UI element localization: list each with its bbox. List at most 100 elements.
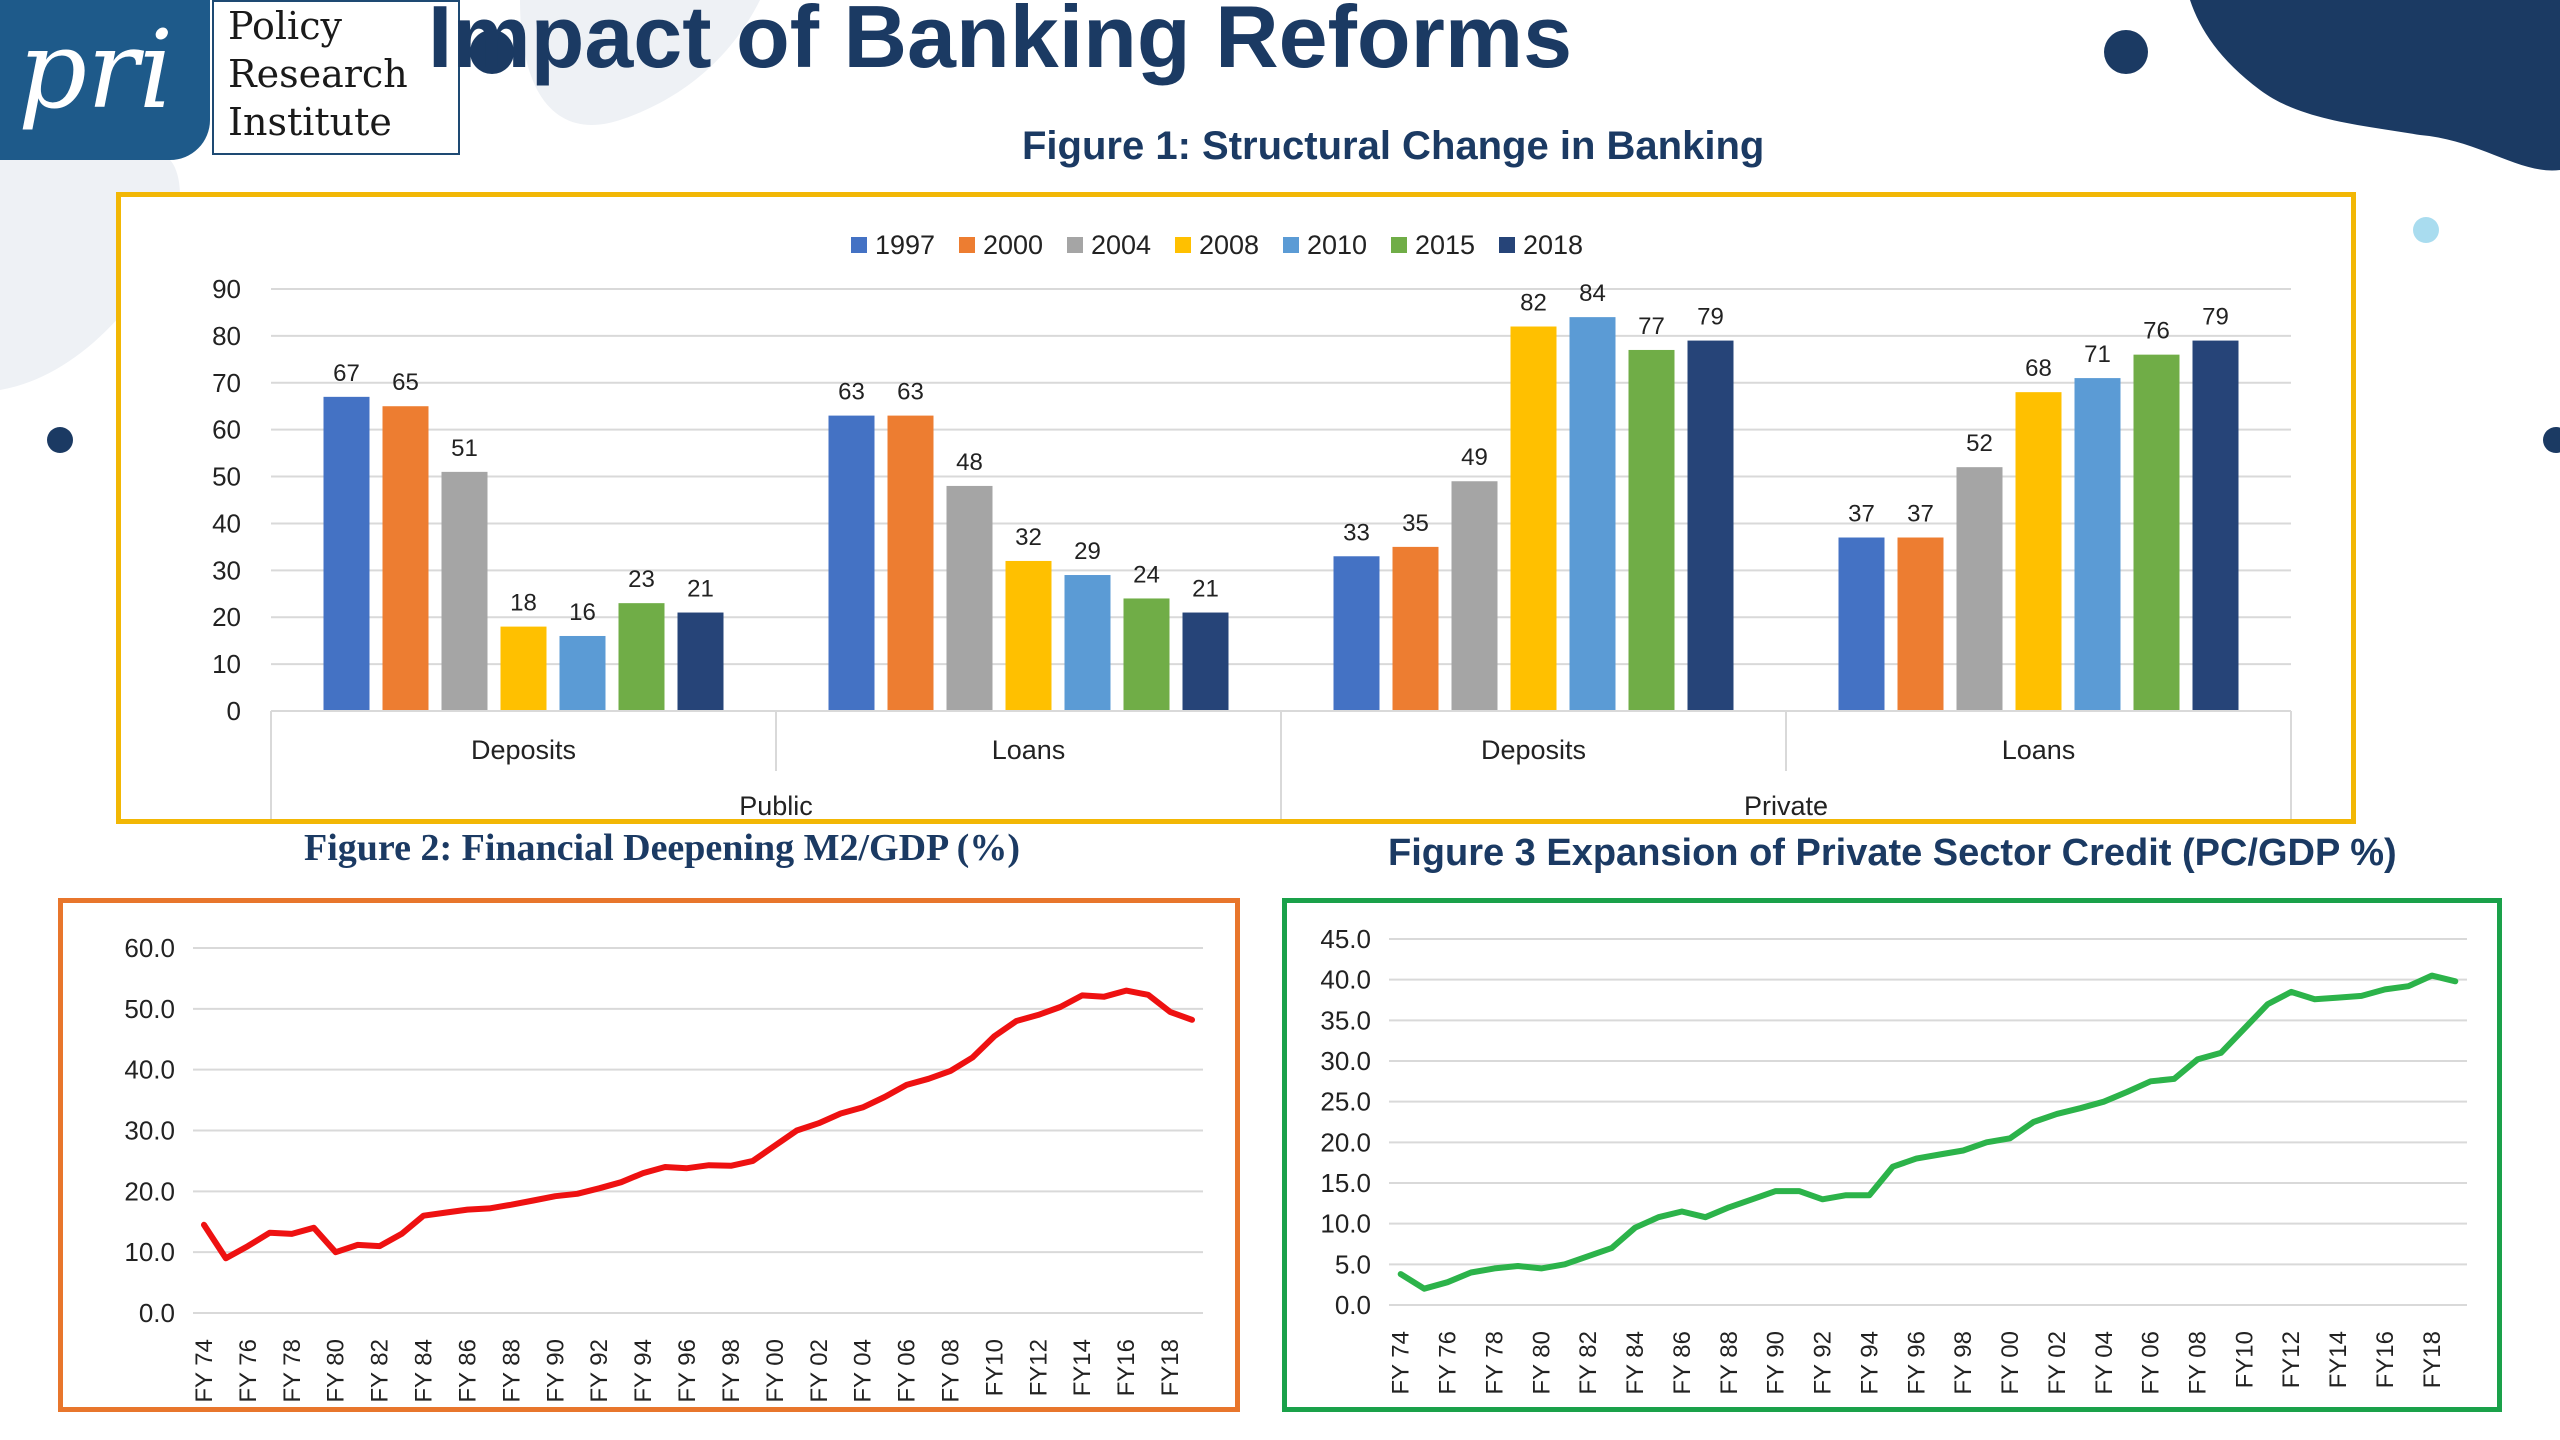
- x-tick-label: FY14: [2325, 1331, 2352, 1388]
- y-tick-label: 90: [212, 274, 241, 304]
- deco-dot-left-middle: [47, 427, 73, 453]
- bar: [887, 415, 934, 711]
- bar-value-label: 49: [1461, 444, 1488, 471]
- x-tick-label: FY 88: [1716, 1331, 1743, 1395]
- series-line: [1397, 972, 2459, 1292]
- x-tick-label: FY 92: [1810, 1331, 1837, 1395]
- x-tick-label: FY 76: [1435, 1331, 1462, 1395]
- x-tick-label: FY 08: [2185, 1331, 2212, 1395]
- x-tick-label: FY 06: [2138, 1331, 2165, 1395]
- x-tick-label: FY 92: [586, 1339, 613, 1403]
- bar-value-label: 63: [838, 379, 865, 406]
- legend-label: 1997: [875, 230, 935, 260]
- bar-value-label: 79: [1697, 304, 1724, 331]
- figure-1-bar-chart: 0 10 20 30 40 50 60 70 80 90 1997 2000 2004 2008 2010 2…: [212, 230, 2292, 819]
- logo-line-policy: Policy: [228, 4, 342, 48]
- x-tick-label: FY 80: [1528, 1331, 1555, 1395]
- y-tick-label: 45.0: [1320, 924, 1371, 954]
- x-category-label: Deposits: [471, 735, 576, 765]
- legend-swatch: [959, 237, 975, 253]
- x-tick-label: FY 96: [674, 1339, 701, 1403]
- y-tick-label: 0: [227, 696, 241, 726]
- bar: [323, 396, 370, 711]
- x-tick-label: FY 04: [850, 1339, 877, 1403]
- x-tick-label: FY 76: [235, 1339, 262, 1403]
- bar: [677, 612, 724, 711]
- bar-value-label: 68: [2025, 355, 2052, 382]
- logo-line-research: Research: [228, 52, 408, 96]
- x-tick-label: FY12: [1025, 1339, 1052, 1396]
- bar: [1005, 560, 1052, 711]
- legend-swatch: [1175, 237, 1191, 253]
- bar: [618, 603, 665, 711]
- bar: [1182, 612, 1229, 711]
- bar-value-label: 37: [1907, 501, 1934, 528]
- y-tick-label: 60.0: [124, 933, 175, 963]
- bar: [2133, 354, 2180, 711]
- y-tick-label: 10: [212, 649, 241, 679]
- y-tick-label: 15.0: [1320, 1168, 1371, 1198]
- y-tick-label: 40.0: [124, 1055, 175, 1085]
- x-tick-label: FY 02: [2044, 1331, 2071, 1395]
- bar: [1451, 481, 1498, 711]
- legend-swatch: [1391, 237, 1407, 253]
- bar: [559, 635, 606, 711]
- legend-label: 2018: [1523, 230, 1583, 260]
- figure-1-title: Figure 1: Structural Change in Banking: [1022, 124, 1765, 168]
- y-tick-label: 40: [212, 508, 241, 538]
- bar: [1064, 575, 1111, 711]
- bar: [946, 485, 993, 711]
- x-tick-label: FY 04: [2091, 1331, 2118, 1395]
- bar: [1569, 317, 1616, 711]
- y-tick-label: 20: [212, 602, 241, 632]
- bar-value-label: 21: [1192, 576, 1219, 603]
- bar-value-label: 16: [569, 599, 596, 626]
- x-tick-label: FY 90: [1763, 1331, 1790, 1395]
- x-tick-label: FY16: [1113, 1339, 1140, 1396]
- x-tick-label: FY 84: [411, 1339, 438, 1403]
- x-tick-label: FY 86: [1669, 1331, 1696, 1395]
- bar-value-label: 37: [1848, 501, 1875, 528]
- x-tick-label: FY 00: [1997, 1331, 2024, 1395]
- y-tick-label: 50.0: [124, 994, 175, 1024]
- x-tick-label: FY 82: [367, 1339, 394, 1403]
- bar-value-label: 32: [1015, 524, 1042, 551]
- bar-value-label: 71: [2084, 341, 2111, 368]
- bar: [2192, 340, 2239, 711]
- figure-3-title: Figure 3 Expansion of Private Sector Cre…: [1388, 832, 2397, 874]
- bar: [1510, 326, 1557, 711]
- y-tick-label: 70: [212, 368, 241, 398]
- page-title: Impact of Banking Reforms: [427, 0, 1573, 86]
- x-tick-label: FY12: [2278, 1331, 2305, 1388]
- y-tick-label: 10.0: [124, 1237, 175, 1267]
- figure-3-panel: 0.0 5.0 10.0 15.0 20.0 25.0 30.0 35.0 40.0 45.0 FY…: [1282, 898, 2502, 1412]
- bar: [2015, 392, 2062, 711]
- logo[interactable]: pri Policy Research Institute: [0, 0, 470, 160]
- bar-value-label: 52: [1966, 430, 1993, 457]
- legend-swatch: [1067, 237, 1083, 253]
- bar-value-label: 24: [1133, 561, 1160, 588]
- bar: [500, 626, 547, 711]
- x-tick-label: FY 78: [1481, 1331, 1508, 1395]
- x-category-label: Deposits: [1481, 735, 1586, 765]
- x-tick-label: FY 88: [498, 1339, 525, 1403]
- bar-value-label: 77: [1638, 313, 1665, 340]
- x-tick-label: FY 98: [1950, 1331, 1977, 1395]
- legend-label: 2010: [1307, 230, 1367, 260]
- x-tick-label: FY 94: [1856, 1331, 1883, 1395]
- deco-dot-right-middle: [2543, 427, 2560, 453]
- bar-value-label: 67: [333, 360, 360, 387]
- y-tick-label: 30.0: [124, 1116, 175, 1146]
- bar: [382, 406, 429, 711]
- bar-value-label: 48: [956, 449, 983, 476]
- x-tick-label: FY 84: [1622, 1331, 1649, 1395]
- bar-value-label: 63: [897, 379, 924, 406]
- bar: [441, 471, 488, 711]
- bar-value-label: 76: [2143, 318, 2170, 345]
- y-tick-label: 0.0: [139, 1298, 175, 1328]
- bar-value-label: 51: [451, 435, 478, 462]
- figure-1-panel: 0 10 20 30 40 50 60 70 80 90 1997 2000 2004 2008 2010 2…: [116, 192, 2356, 824]
- bar: [2074, 378, 2121, 711]
- y-tick-label: 30.0: [1320, 1046, 1371, 1076]
- deco-blob-top-mid-gray: [520, 0, 760, 125]
